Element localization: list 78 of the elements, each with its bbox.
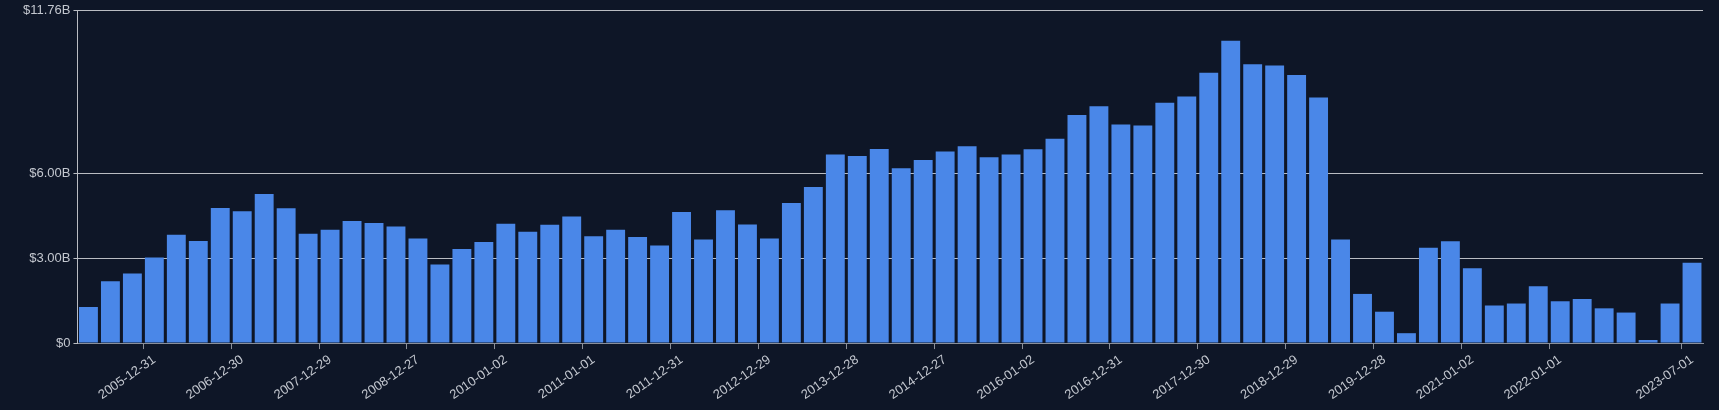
bar (1506, 303, 1526, 343)
bar (1221, 40, 1241, 343)
bar (298, 233, 318, 343)
bar (1616, 312, 1636, 343)
bar (716, 210, 735, 343)
bar (759, 238, 779, 343)
bar (100, 281, 120, 343)
bar (1287, 74, 1307, 343)
bar (232, 211, 252, 343)
bar (1353, 293, 1372, 343)
bar (1067, 115, 1087, 343)
bar (1418, 247, 1438, 343)
bar (979, 157, 999, 343)
bar (79, 306, 98, 343)
y-tick-label: $11.76B (23, 2, 71, 18)
bar (166, 234, 186, 343)
bar (1111, 124, 1131, 343)
bar (1243, 64, 1263, 343)
y-tick-label: $0 (56, 334, 71, 350)
bar (1199, 72, 1219, 343)
bar (847, 156, 867, 343)
bar (781, 202, 801, 343)
bar (188, 241, 208, 343)
bar (562, 216, 582, 343)
bar (540, 224, 560, 343)
bar (957, 146, 977, 343)
bar (1572, 299, 1592, 343)
bar (364, 223, 384, 343)
bar (628, 237, 648, 343)
bar (738, 224, 757, 343)
bar (825, 154, 845, 343)
bar (430, 264, 450, 343)
bar (122, 273, 142, 343)
bar (1309, 97, 1329, 343)
bar (1089, 106, 1109, 343)
bar (1045, 138, 1065, 343)
bar (144, 257, 164, 343)
bar (1440, 241, 1460, 343)
bar (913, 159, 933, 343)
bar (935, 151, 955, 343)
bar (474, 241, 494, 343)
bar (1133, 125, 1153, 343)
bar (1001, 154, 1021, 343)
bar (386, 226, 406, 343)
bar (1155, 102, 1175, 343)
bar (320, 229, 340, 343)
bar (1397, 333, 1416, 343)
bar (1462, 268, 1482, 343)
bar (408, 238, 428, 343)
bar (452, 248, 472, 343)
y-tick-label: $3.00B (29, 249, 71, 265)
bar (584, 236, 604, 343)
bar (1682, 262, 1702, 343)
bar (803, 187, 823, 343)
bar (496, 223, 516, 343)
bar (342, 221, 362, 343)
bar (518, 231, 538, 343)
bar (650, 245, 670, 343)
bar (1484, 305, 1504, 343)
bar (1638, 339, 1658, 343)
bar (606, 229, 626, 343)
bar (1177, 96, 1197, 343)
bar (276, 208, 296, 343)
bar (1331, 239, 1350, 343)
bar (891, 168, 911, 343)
bar (869, 148, 889, 343)
bar (1023, 149, 1043, 343)
bar (210, 208, 230, 343)
bar (694, 239, 713, 343)
y-tick-label: $6.00B (29, 165, 71, 181)
bar (1528, 286, 1548, 343)
bar (672, 211, 691, 343)
bar (254, 193, 274, 343)
bar (1550, 301, 1570, 343)
bar (1594, 308, 1614, 343)
bar (1265, 65, 1285, 343)
bar (1375, 311, 1394, 343)
bar (1660, 303, 1680, 343)
